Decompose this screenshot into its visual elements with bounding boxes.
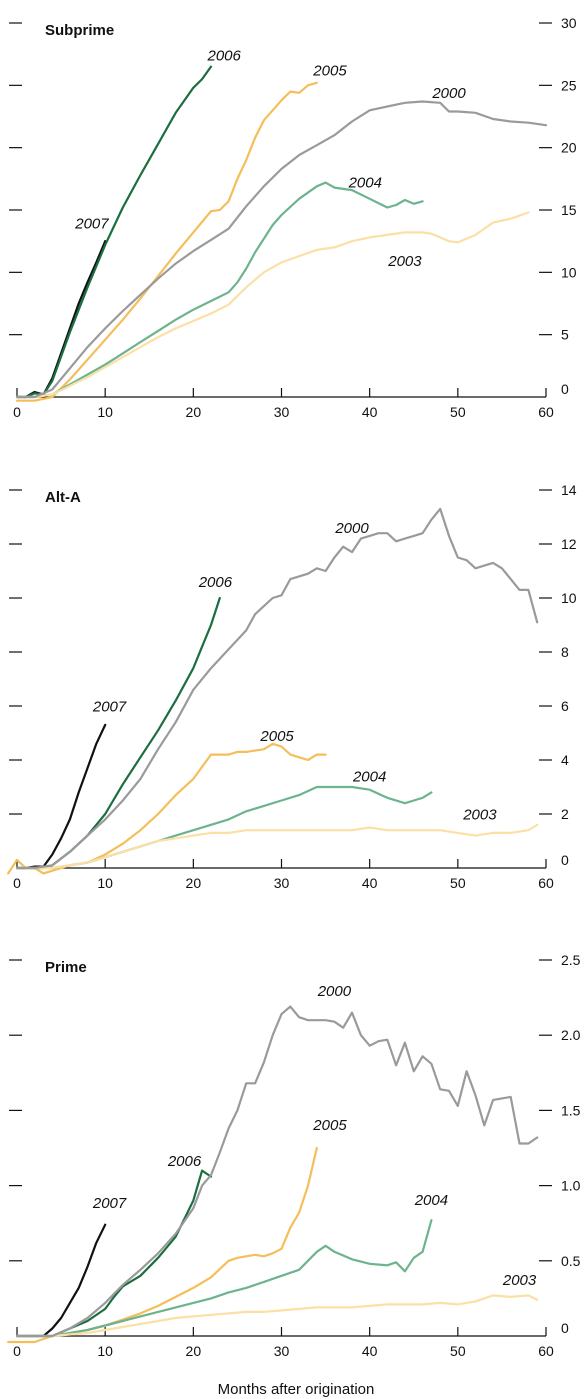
panel-title: Prime xyxy=(45,959,87,976)
series-label-2004: 2004 xyxy=(348,175,382,192)
x-tick-label: 0 xyxy=(13,1343,21,1359)
x-tick-label: 50 xyxy=(450,1343,466,1359)
y-tick-label: 2.5 xyxy=(561,952,581,968)
x-tick-label: 10 xyxy=(97,404,113,420)
panel-prime: 0 10 20 30 40 50 60 0 0.5 1.0 1.5 2.0 2.5 Prime 2007 20… xyxy=(7,952,581,1359)
series-line-2003 xyxy=(15,823,539,870)
y-tick-label: 0 xyxy=(561,381,569,397)
y-tick-label: 1.0 xyxy=(561,1178,581,1194)
series-label-2007: 2007 xyxy=(92,1195,127,1212)
y-tick-label: 2.0 xyxy=(561,1027,581,1043)
x-tick-label: 40 xyxy=(362,1343,378,1359)
y-tick-label: 4 xyxy=(561,752,569,768)
series-label-2003: 2003 xyxy=(462,806,497,823)
series-label-2004: 2004 xyxy=(352,769,386,786)
x-tick-label: 40 xyxy=(362,875,378,891)
x-tick-label: 20 xyxy=(186,404,202,420)
series-label-2000: 2000 xyxy=(334,520,369,537)
x-tick-label: 0 xyxy=(13,404,21,420)
x-tick-label: 30 xyxy=(274,404,290,420)
y-tick-label: 2 xyxy=(561,806,569,822)
x-tick-label: 10 xyxy=(97,875,113,891)
series-line-2005 xyxy=(7,742,327,875)
series-line-2004 xyxy=(15,181,424,399)
y-tick-label: 0 xyxy=(561,852,569,868)
x-tick-label: 60 xyxy=(538,404,554,420)
series-label-2006: 2006 xyxy=(167,1153,202,1170)
x-tick-label: 20 xyxy=(186,1343,202,1359)
y-tick-label: 0 xyxy=(561,1320,569,1336)
series-line-2007 xyxy=(15,723,107,870)
x-axis-label: Months after origination xyxy=(218,1381,375,1398)
series-label-2000: 2000 xyxy=(317,983,352,1000)
series-label-2000: 2000 xyxy=(431,85,466,102)
series-line-2005 xyxy=(15,81,318,402)
series-line-2000 xyxy=(15,1005,539,1338)
series-label-2006: 2006 xyxy=(207,47,242,64)
y-tick-label: 10 xyxy=(561,264,577,280)
series-label-2007: 2007 xyxy=(74,216,109,233)
y-tick-label: 5 xyxy=(561,327,569,343)
y-tick-label: 1.5 xyxy=(561,1102,581,1118)
y-tick-label: 12 xyxy=(561,536,577,552)
y-tick-label: 8 xyxy=(561,644,569,660)
series-line-2006 xyxy=(15,596,221,870)
series-label-2003: 2003 xyxy=(502,1272,537,1289)
y-tick-label: 14 xyxy=(561,482,577,498)
x-tick-label: 50 xyxy=(450,404,466,420)
series-label-2003: 2003 xyxy=(387,253,422,270)
x-tick-label: 20 xyxy=(186,875,202,891)
series-line-2007 xyxy=(15,1223,107,1338)
series-label-2005: 2005 xyxy=(312,1117,347,1134)
x-tick-label: 0 xyxy=(13,875,21,891)
y-tick-label: 0.5 xyxy=(561,1253,581,1269)
series-label-2005: 2005 xyxy=(259,728,294,745)
panel-title: Alt-A xyxy=(45,489,81,506)
series-line-2003 xyxy=(15,1294,539,1338)
x-tick-label: 60 xyxy=(538,875,554,891)
x-tick-label: 30 xyxy=(274,875,290,891)
panel-subprime: 0 10 20 30 40 50 60 0 5 10 15 20 25 30 Subprime 2007 200… xyxy=(9,15,577,420)
x-tick-label: 40 xyxy=(362,404,378,420)
x-tick-label: 60 xyxy=(538,1343,554,1359)
x-tick-label: 10 xyxy=(97,1343,113,1359)
y-tick-label: 20 xyxy=(561,140,577,156)
series-label-2006: 2006 xyxy=(198,574,233,591)
y-tick-label: 6 xyxy=(561,698,569,714)
series-line-2006 xyxy=(15,65,213,399)
series-line-2004 xyxy=(15,1219,433,1338)
series-line-2000 xyxy=(15,100,548,399)
panel-alt-a: 0 10 20 30 40 50 60 0 2 4 6 8 10 12 14 Alt-A 2007 2006 200… xyxy=(7,482,577,891)
series-label-2007: 2007 xyxy=(92,698,127,715)
y-tick-label: 25 xyxy=(561,77,577,93)
panel-title: Subprime xyxy=(45,22,114,39)
x-tick-label: 30 xyxy=(274,1343,290,1359)
series-label-2005: 2005 xyxy=(312,62,347,79)
series-line-2003 xyxy=(15,211,530,399)
series-label-2004: 2004 xyxy=(414,1192,448,1209)
x-tick-label: 50 xyxy=(450,875,466,891)
y-tick-label: 15 xyxy=(561,202,577,218)
series-line-2005 xyxy=(7,1146,318,1344)
y-tick-label: 10 xyxy=(561,590,577,606)
y-tick-label: 30 xyxy=(561,15,577,31)
series-line-2000 xyxy=(15,507,539,870)
